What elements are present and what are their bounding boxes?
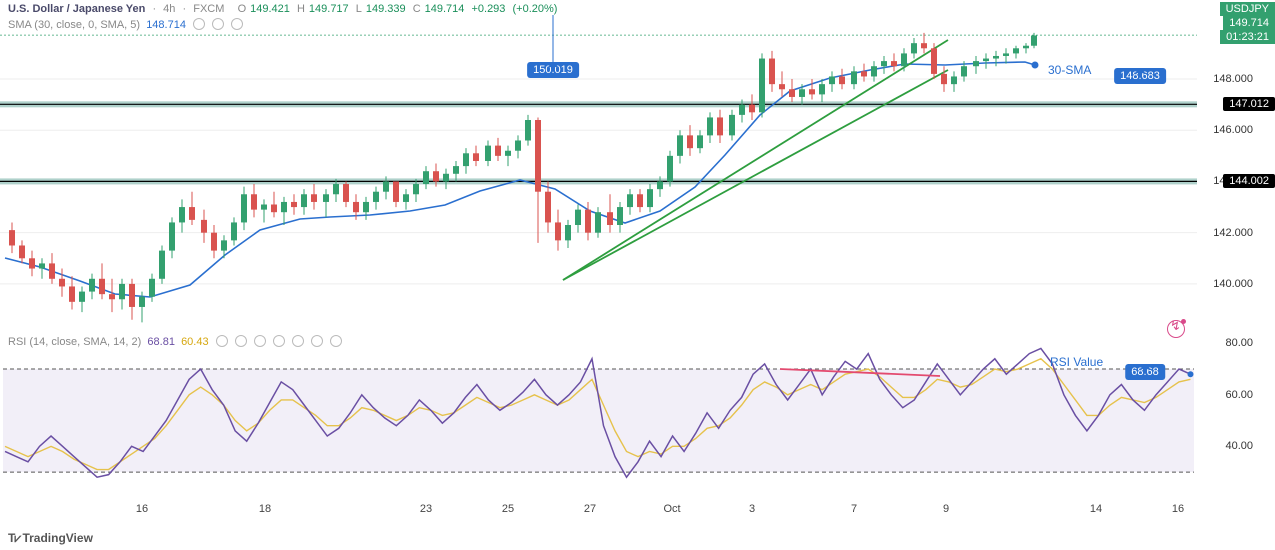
branding[interactable]: T⩗ TradingView [8, 531, 93, 546]
price-tick: 146.000 [1213, 124, 1253, 136]
price-callout[interactable]: 150.019 [527, 62, 579, 78]
key-level-tag: 144.002 [1223, 174, 1275, 188]
time-tick: 27 [584, 503, 596, 515]
time-tick: 7 [851, 503, 857, 515]
live-price-tag: 149.714 [1223, 16, 1275, 30]
ohlc-change: +0.293 [471, 3, 505, 15]
rsi-value-label: RSI Value [1050, 355, 1103, 369]
ohlc-open: 149.421 [250, 3, 290, 15]
rsi-value-callout[interactable]: 68.68 [1125, 364, 1165, 380]
time-tick: 16 [1172, 503, 1184, 515]
branding-text: TradingView [22, 531, 92, 545]
ohlc-close: 149.714 [425, 3, 465, 15]
time-axis: 16 18 23 25 27 Oct 3 7 9 14 16 [0, 503, 1275, 525]
price-tick: 142.000 [1213, 227, 1253, 239]
price-tick: 140.000 [1213, 278, 1253, 290]
sma-value-callout[interactable]: 148.683 [1114, 68, 1166, 84]
time-tick: 23 [420, 503, 432, 515]
price-chart[interactable] [0, 15, 1197, 330]
time-tick: Oct [663, 503, 680, 515]
timeframe[interactable]: 4h [163, 3, 175, 15]
key-level-tag: 147.012 [1223, 97, 1275, 111]
time-tick: 16 [136, 503, 148, 515]
time-tick: 14 [1090, 503, 1102, 515]
chart-header: U.S. Dollar / Japanese Yen · 4h · FXCM O… [8, 3, 561, 15]
ohlc-change-pct: (+0.20%) [512, 3, 557, 15]
ohlc-high: 149.717 [309, 3, 349, 15]
ohlc-low: 149.339 [366, 3, 406, 15]
time-tick: 9 [943, 503, 949, 515]
price-tick: 148.000 [1213, 73, 1253, 85]
time-tick: 3 [749, 503, 755, 515]
time-tick: 25 [502, 503, 514, 515]
rsi-chart[interactable] [0, 333, 1197, 503]
symbol-tag: USDJPY [1220, 2, 1275, 16]
sma-label: 30-SMA [1048, 63, 1091, 77]
pair-name[interactable]: U.S. Dollar / Japanese Yen [8, 3, 145, 15]
countdown-tag: 01:23:21 [1220, 30, 1275, 44]
provider: FXCM [193, 3, 224, 15]
time-tick: 18 [259, 503, 271, 515]
